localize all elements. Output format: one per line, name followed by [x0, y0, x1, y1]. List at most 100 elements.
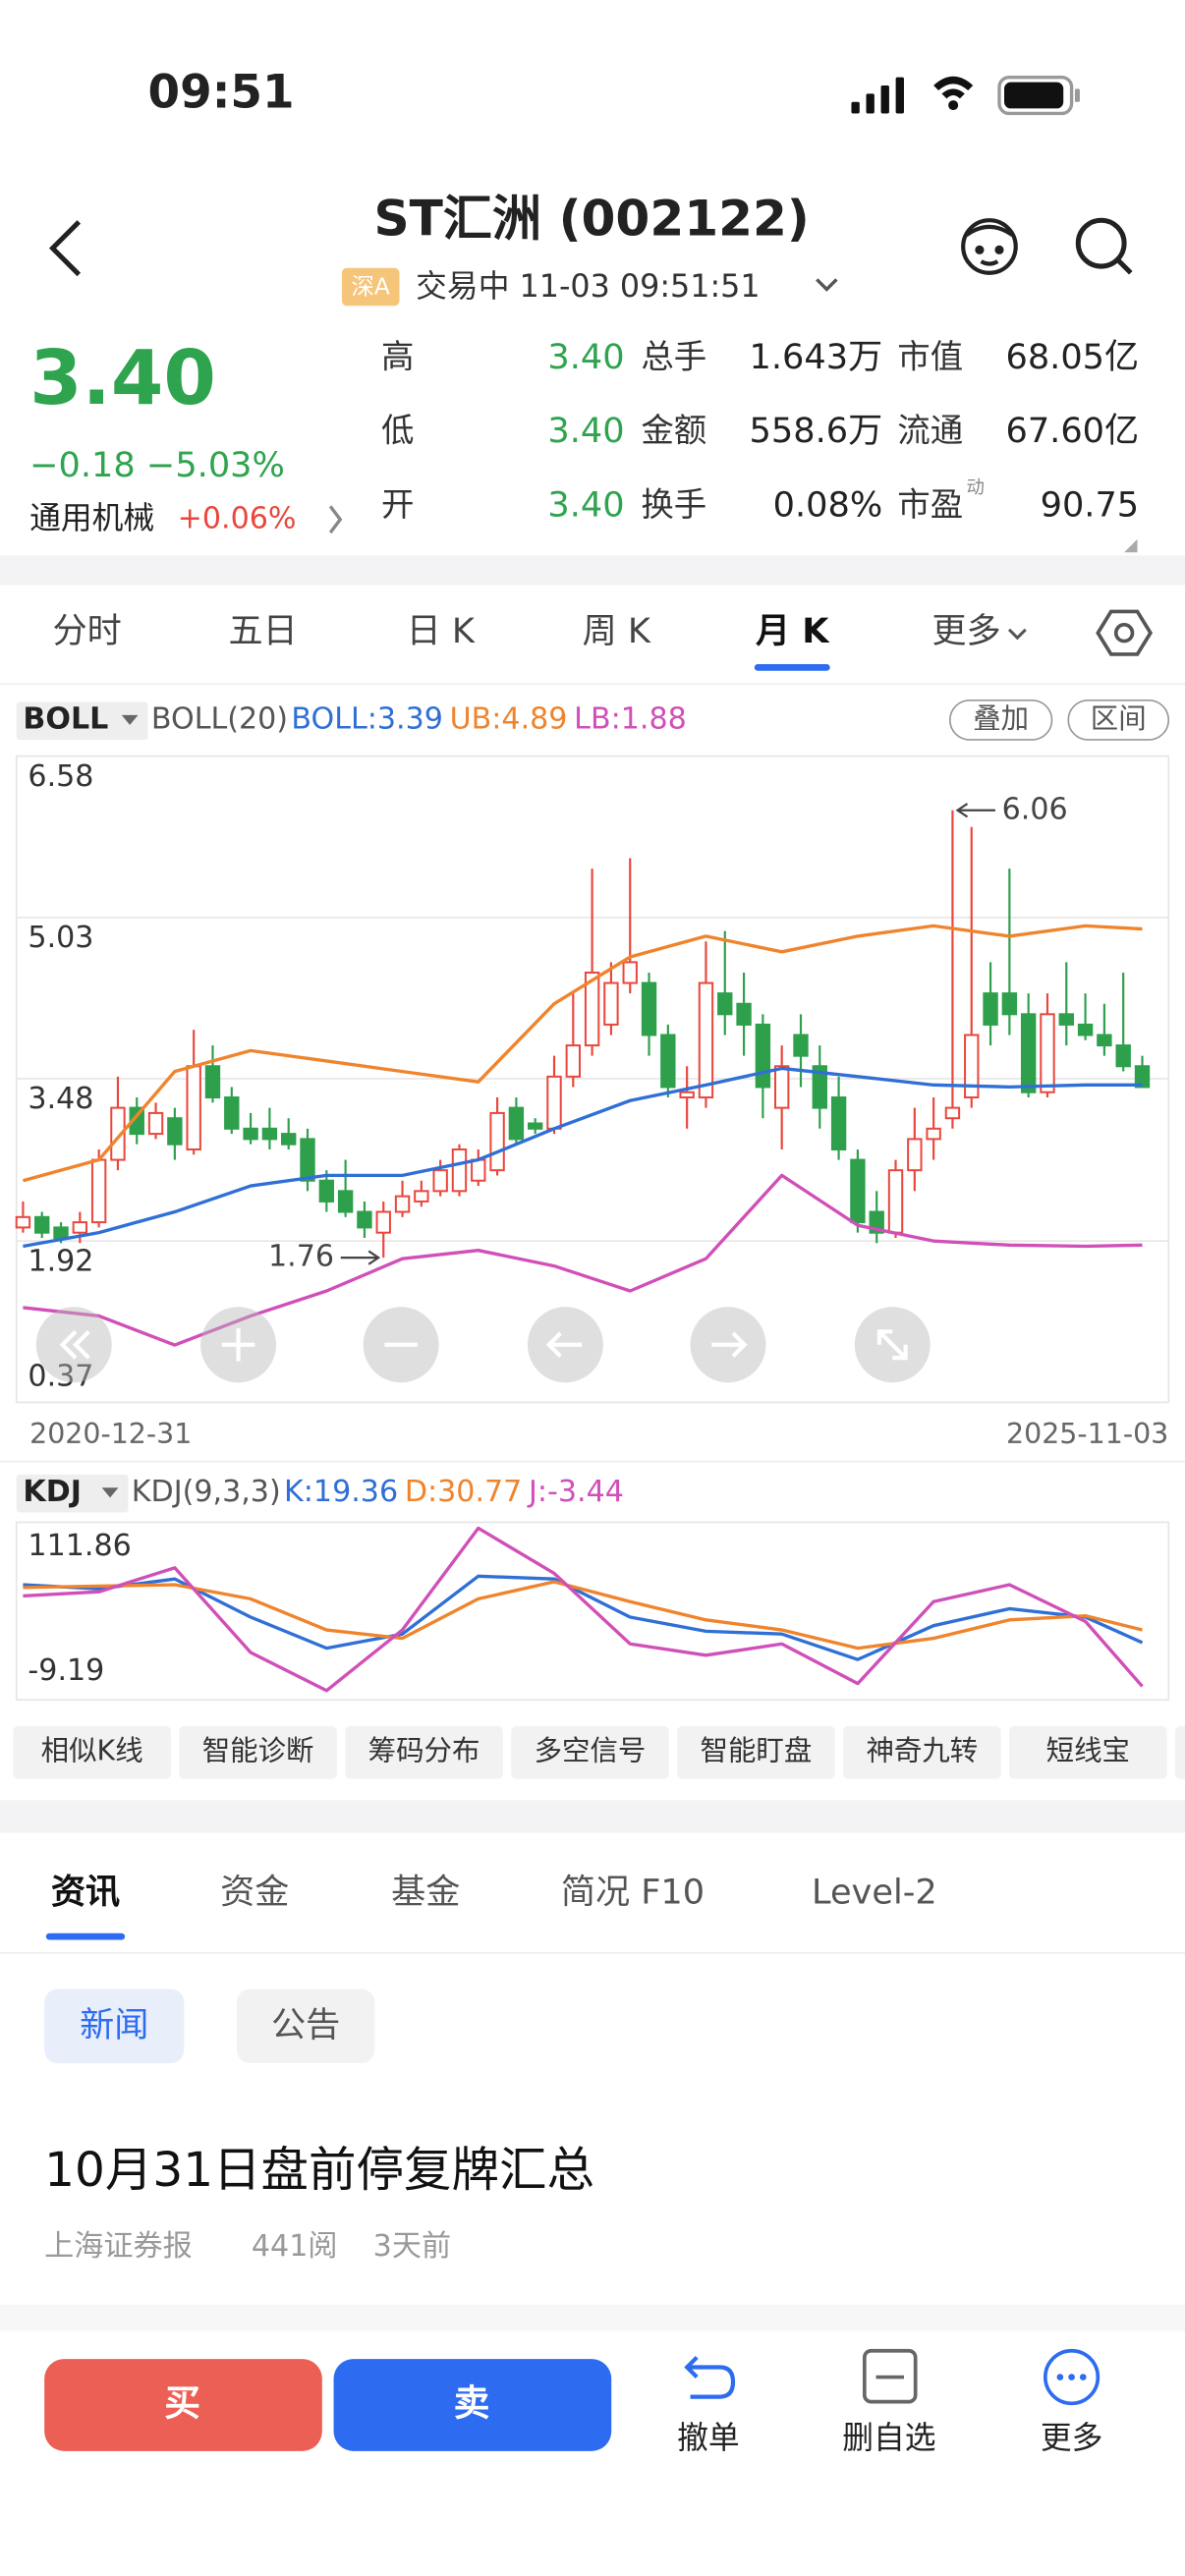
y-tick-label: 111.86 [28, 1529, 131, 1563]
candle-body [186, 1065, 201, 1150]
chart-control-icon [876, 1329, 908, 1361]
legend-entry: LB:1.88 [574, 701, 687, 736]
indicator-select[interactable] [16, 1474, 129, 1513]
remove-icon[interactable] [862, 2348, 918, 2404]
period-tab[interactable]: 分时 [53, 611, 122, 651]
candle-body [34, 1215, 50, 1234]
news-tab[interactable]: 简况 F10 [561, 1873, 705, 1913]
tool-chip[interactable] [843, 1725, 1001, 1779]
candle-body [1134, 1065, 1151, 1089]
candle-body [394, 1195, 411, 1213]
chart-button-label: 叠加 [973, 702, 1029, 735]
undo-icon[interactable] [684, 2355, 736, 2399]
more-icon[interactable] [1043, 2348, 1100, 2406]
stat-label: 换手 [641, 485, 706, 524]
period-tab[interactable]: 五日 [229, 611, 298, 651]
tool-chip[interactable] [13, 1725, 171, 1779]
annotation-arrow [340, 1250, 381, 1265]
back-button[interactable] [48, 220, 82, 277]
search-icon[interactable] [1075, 217, 1133, 275]
assistant-icon[interactable] [961, 218, 1018, 275]
tool-chip[interactable] [179, 1725, 337, 1779]
period-tab[interactable]: 日 K [407, 611, 476, 651]
legend-entry: J:-3.44 [527, 1475, 624, 1509]
candle-body [147, 1111, 164, 1136]
sub-tab[interactable] [44, 1988, 185, 2063]
candle-body [414, 1190, 429, 1203]
candle-body [850, 1158, 866, 1224]
market-badge [341, 267, 400, 307]
stat-value: 68.05亿 [1006, 337, 1140, 377]
candle-body [224, 1096, 240, 1130]
article-title[interactable]: 10月31日盘前停复牌汇总 [44, 2143, 594, 2198]
candle-body [773, 1065, 790, 1109]
buy-button[interactable] [44, 2359, 322, 2451]
stat-label-sup: 动 [967, 477, 985, 498]
settings-icon[interactable] [1096, 609, 1154, 656]
stat-label: 高 [381, 337, 414, 375]
news-tab[interactable]: Level-2 [812, 1873, 937, 1913]
tool-chip[interactable] [345, 1725, 503, 1779]
tool-chip[interactable] [1174, 1725, 1185, 1779]
indicator-select[interactable] [16, 701, 148, 740]
tool-chip[interactable] [511, 1725, 669, 1779]
candle-body [622, 961, 638, 984]
stat-value: 3.40 [547, 337, 624, 377]
candle-body [53, 1226, 69, 1239]
stat-label: 市盈 [897, 485, 963, 524]
period-tab[interactable]: 月 K [756, 611, 830, 651]
candle-body [926, 1127, 941, 1141]
news-tab[interactable]: 基金 [391, 1873, 460, 1913]
candle-body [717, 992, 733, 1016]
stat-label: 流通 [897, 412, 963, 450]
candle-body [830, 1096, 847, 1150]
candle-body [698, 981, 714, 1099]
legend-entry: D:30.77 [405, 1475, 523, 1509]
tool-label: 多空信号 [535, 1735, 647, 1767]
annotation-arrow [955, 803, 995, 818]
action-label: 更多 [1041, 2421, 1103, 2456]
stat-value: 67.60亿 [1006, 411, 1140, 451]
chart-button[interactable] [948, 699, 1053, 741]
candle-body [736, 1002, 752, 1026]
y-tick-label: 1.92 [28, 1244, 93, 1278]
trading-status: 交易中 11-03 09:51:51 [416, 269, 760, 305]
candle-body [375, 1210, 391, 1234]
more-chevron [1007, 628, 1027, 641]
status-chevron[interactable] [816, 278, 838, 292]
news-tab[interactable]: 资金 [220, 1873, 289, 1913]
candle-body [451, 1148, 468, 1193]
candle-body [887, 1169, 904, 1234]
stat-value: 3.40 [547, 484, 624, 525]
tool-chip[interactable] [677, 1725, 835, 1779]
high-label: 6.06 [1002, 792, 1068, 826]
sell-button[interactable] [333, 2359, 612, 2451]
chart-control-icon [545, 1331, 583, 1358]
period-tab[interactable]: 更多 [931, 611, 1000, 651]
candle-body [489, 1111, 505, 1172]
candle-body [1020, 1013, 1037, 1093]
indicator-caret [101, 1487, 119, 1498]
low-label: 1.76 [268, 1240, 334, 1274]
tool-label: 筹码分布 [368, 1735, 480, 1767]
candle-body [1097, 1034, 1112, 1047]
candle-body [755, 1023, 771, 1089]
candle-body [603, 981, 619, 1026]
indicator-params: BOLL(20) [151, 701, 288, 736]
stat-value: 1.643万 [750, 337, 883, 377]
legend-entry: UB:4.89 [450, 701, 568, 736]
chart-button[interactable] [1067, 699, 1170, 741]
tool-chip[interactable] [1009, 1725, 1167, 1779]
candle-body [1115, 1044, 1131, 1068]
period-tab[interactable]: 周 K [583, 611, 651, 651]
chart-control-icon [221, 1327, 255, 1362]
sub-tab[interactable] [236, 1988, 375, 2063]
sector-chevron[interactable] [328, 505, 343, 534]
candle-body [528, 1122, 543, 1130]
separator [0, 555, 1185, 586]
candle-body [204, 1065, 221, 1099]
news-tab[interactable]: 资讯 [51, 1873, 120, 1913]
legend-entry: K:19.36 [284, 1475, 398, 1509]
